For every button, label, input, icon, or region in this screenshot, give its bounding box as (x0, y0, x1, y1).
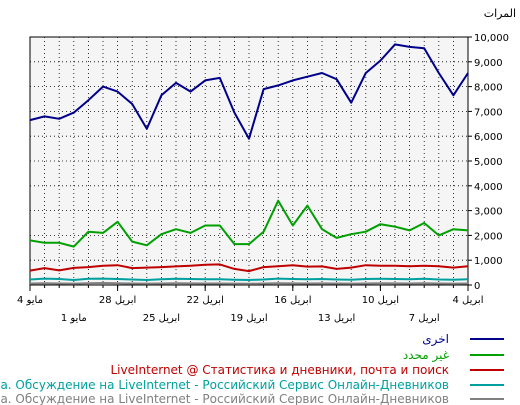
x-tick-label: 4 مايو (17, 295, 43, 306)
y-tick-label: 3,000 (474, 207, 503, 218)
y-axis-title: المرات (484, 7, 516, 20)
x-tick-label: 16 ابريل (274, 295, 311, 306)
series-line (29, 282, 469, 285)
x-tick-label: 1 مايو (61, 313, 87, 324)
y-tick-label: 4,000 (474, 182, 503, 193)
x-tick-label: 10 ابريل (362, 295, 399, 306)
y-tick-label: 1,000 (474, 256, 503, 267)
x-tick-label: 28 ابريل (99, 295, 136, 306)
legend-label: LiveInternet @ Статистика и дневники, по… (110, 363, 449, 377)
y-axis-ticks: 0 1,000 2,000 3,000 4,000 5,000 6,000 7,000 8,00… (468, 33, 509, 292)
grid-lines (30, 37, 468, 285)
series-line (29, 263, 469, 273)
x-tick-label: 19 ابريل (230, 313, 267, 324)
y-tick-label: 5,000 (474, 157, 503, 168)
x-tick-label: 7 ابريل (409, 313, 440, 324)
y-tick-label: 7,000 (474, 107, 503, 118)
y-tick-label: 10,000 (474, 33, 509, 44)
legend-label: Болталка. Обсуждение на LiveInternet - Р… (0, 378, 449, 392)
y-tick-label: 2,000 (474, 231, 503, 242)
series-lines (29, 43, 469, 285)
series-line (29, 277, 469, 281)
legend-label: اخرى (422, 332, 449, 347)
y-tick-label: 6,000 (474, 132, 503, 143)
x-tick-label: 13 ابريل (318, 313, 355, 324)
x-tick-label: 4 ابريل (453, 295, 484, 306)
x-tick-label: 22 ابريل (187, 295, 224, 306)
legend-label: غير محدد (403, 348, 449, 363)
series-line (29, 43, 469, 140)
legend-label: Болталка. Обсуждение на LiveInternet - Р… (0, 392, 449, 405)
x-axis-ticks: 4 مايو 28 ابريل 22 ابريل 16 ابريل 10 ابريل 4 … (17, 285, 483, 324)
x-tick-label: 25 ابريل (143, 313, 180, 324)
y-tick-label: 0 (474, 281, 480, 292)
y-tick-label: 8,000 (474, 83, 503, 94)
y-tick-label: 9,000 (474, 58, 503, 69)
series-line (29, 199, 469, 248)
